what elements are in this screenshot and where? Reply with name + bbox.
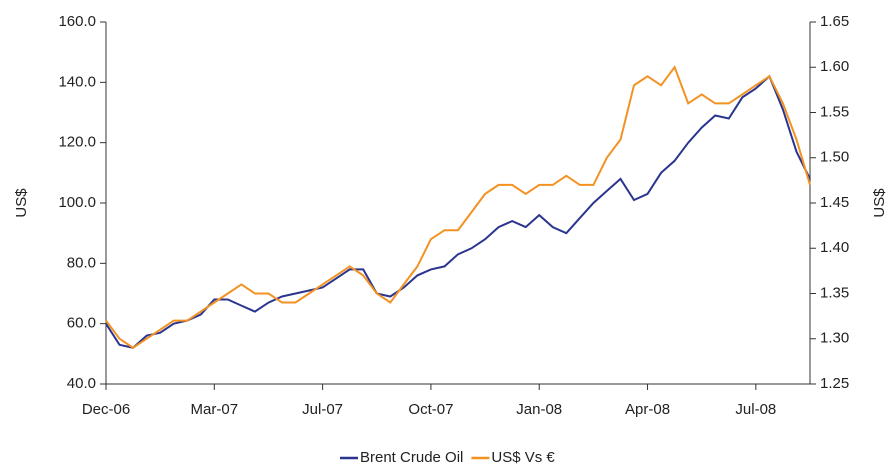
x-tick-label: Apr-08 bbox=[625, 401, 670, 418]
x-tick-label: Mar-07 bbox=[191, 401, 239, 418]
y-tick-label: 160.0 bbox=[58, 13, 96, 30]
y2-tick-label: 1.55 bbox=[820, 103, 849, 120]
x-tick-label: Jan-08 bbox=[516, 401, 562, 418]
y2-tick-label: 1.35 bbox=[820, 284, 849, 301]
y2-tick-label: 1.45 bbox=[820, 194, 849, 211]
series-line bbox=[105, 74, 811, 349]
legend-label: Brent Crude Oil bbox=[360, 449, 463, 466]
series-line bbox=[105, 65, 811, 350]
y-tick-label: 80.0 bbox=[67, 254, 96, 271]
y2-tick-label: 1.65 bbox=[820, 13, 849, 30]
y-tick-label: 40.0 bbox=[67, 375, 96, 392]
y2-tick-label: 1.50 bbox=[820, 149, 849, 166]
y-tick-label: 120.0 bbox=[58, 134, 96, 151]
y2-tick-label: 1.40 bbox=[820, 239, 849, 256]
x-tick-label: Jul-08 bbox=[735, 401, 776, 418]
y2-tick-label: 1.25 bbox=[820, 375, 849, 392]
x-tick-label: Dec-06 bbox=[82, 401, 130, 418]
x-tick-label: Jul-07 bbox=[302, 401, 343, 418]
y-tick-label: 140.0 bbox=[58, 73, 96, 90]
y2-tick-label: 1.60 bbox=[820, 58, 849, 75]
y-tick-label: 100.0 bbox=[58, 194, 96, 211]
y2-tick-label: 1.30 bbox=[820, 330, 849, 347]
y-tick-label: 60.0 bbox=[67, 315, 96, 332]
x-tick-label: Oct-07 bbox=[408, 401, 453, 418]
y-axis-title: US$ bbox=[13, 188, 30, 218]
y2-axis-title: US$ bbox=[871, 188, 888, 218]
legend-label: US$ Vs € bbox=[491, 449, 555, 466]
